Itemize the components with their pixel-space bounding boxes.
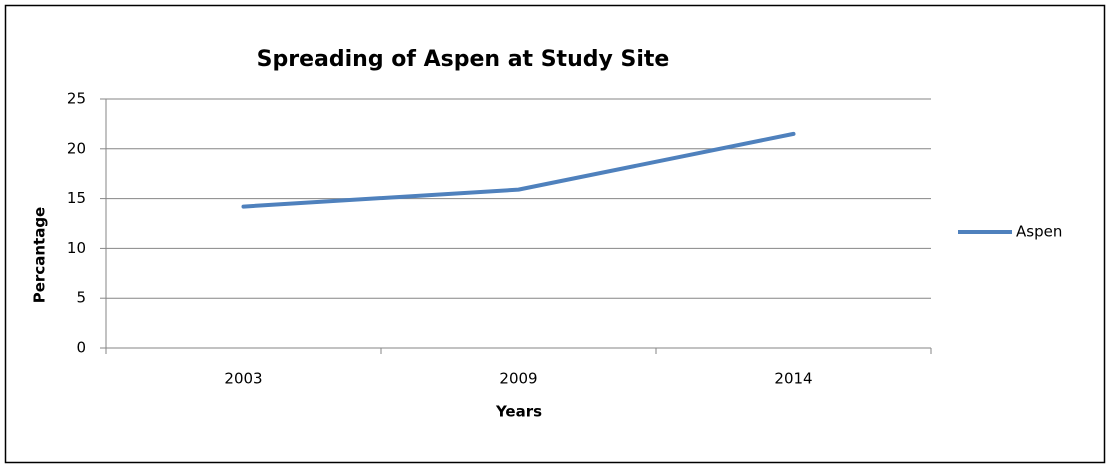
y-tick-label: 5 xyxy=(76,289,86,307)
y-tick-label: 10 xyxy=(67,239,86,257)
chart-title: Spreading of Aspen at Study Site xyxy=(257,47,670,72)
data-line xyxy=(241,131,796,209)
y-tick-label: 15 xyxy=(67,189,86,207)
x-tick-label: 2009 xyxy=(499,370,537,388)
y-axis-title: Percantage xyxy=(31,207,49,303)
y-tick-label: 20 xyxy=(67,139,86,157)
x-tick-label: 2014 xyxy=(774,370,812,388)
y-tick-label: 0 xyxy=(76,339,86,357)
x-tick-label: 2003 xyxy=(224,370,262,388)
chart-border xyxy=(4,4,1106,464)
y-tick-label: 25 xyxy=(67,90,86,108)
legend-label: Aspen xyxy=(1016,223,1062,241)
x-axis-title: Years xyxy=(495,403,542,421)
